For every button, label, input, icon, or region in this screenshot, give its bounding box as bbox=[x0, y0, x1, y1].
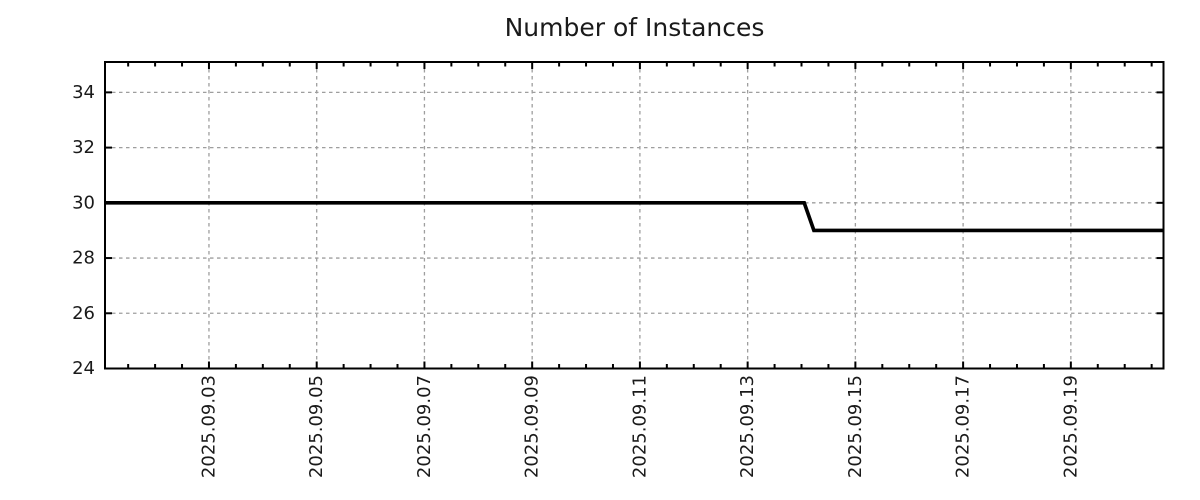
series-line-instances bbox=[105, 200, 1164, 233]
plot-border bbox=[104, 61, 1165, 370]
x-tick-label: 2025.09.07 bbox=[414, 375, 435, 478]
y-tick-label: 26 bbox=[72, 303, 95, 324]
y-tick-label: 24 bbox=[72, 358, 95, 379]
x-tick-label: 2025.09.11 bbox=[629, 375, 650, 478]
x-tick-label: 2025.09.15 bbox=[845, 375, 866, 478]
x-tick-label: 2025.09.09 bbox=[522, 375, 543, 478]
y-tick-label: 32 bbox=[72, 137, 95, 158]
y-tick-label: 30 bbox=[72, 192, 95, 213]
x-tick-label: 2025.09.17 bbox=[953, 375, 974, 478]
x-tick-label: 2025.09.19 bbox=[1060, 375, 1081, 478]
y-tick-label: 34 bbox=[72, 82, 95, 103]
x-tick-label: 2025.09.03 bbox=[198, 375, 219, 478]
x-tick-label: 2025.09.13 bbox=[737, 375, 758, 478]
chart-title: Number of Instances bbox=[504, 13, 765, 42]
x-tick-label: 2025.09.05 bbox=[306, 375, 327, 478]
y-tick-label: 28 bbox=[72, 248, 95, 269]
